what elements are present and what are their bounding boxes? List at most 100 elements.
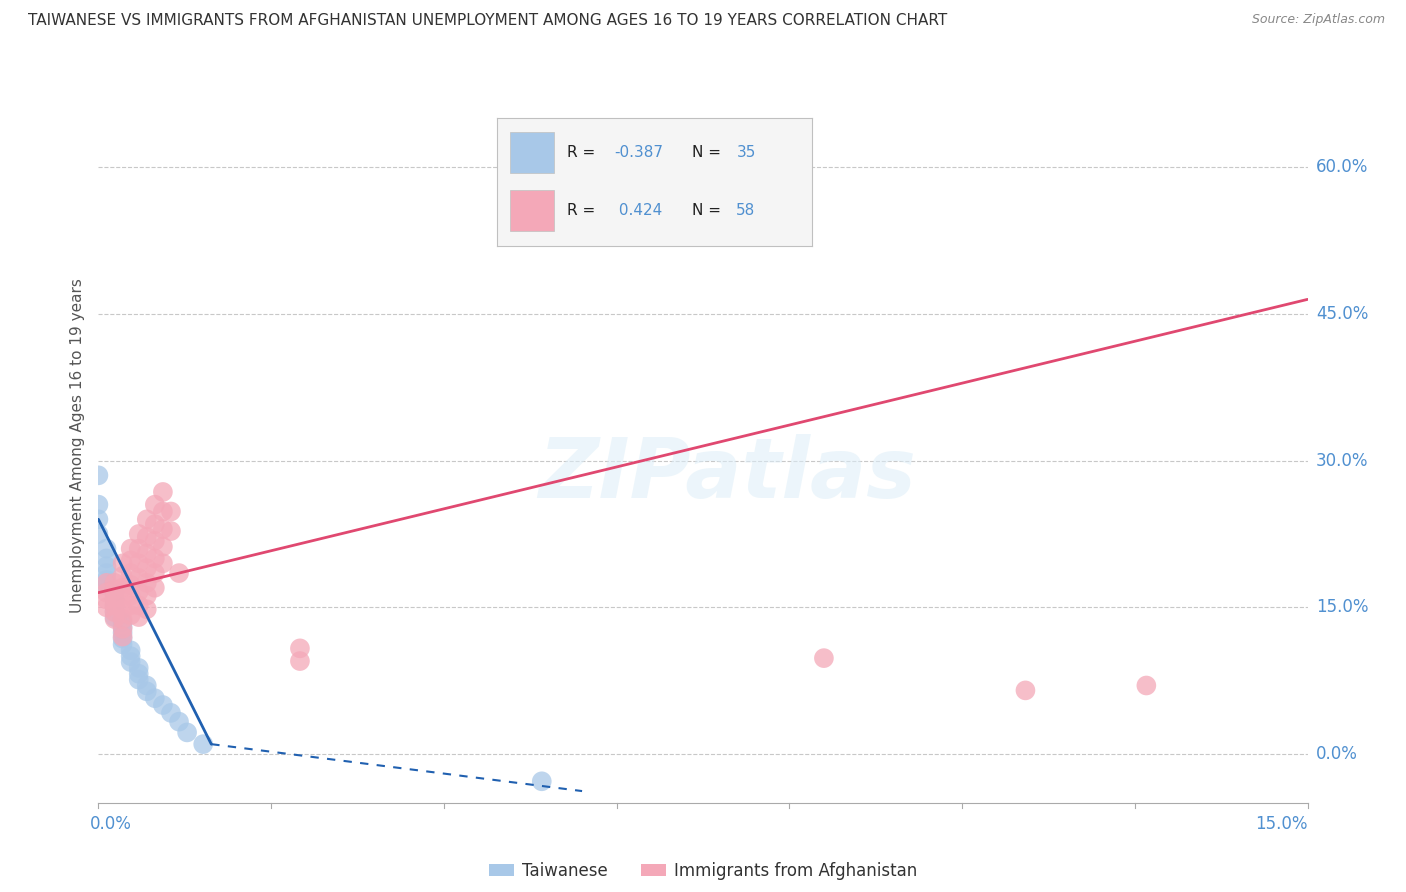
Point — [120, 578, 142, 592]
Point — [103, 605, 125, 619]
Point — [167, 566, 190, 580]
Point — [135, 684, 157, 698]
Point — [111, 630, 134, 644]
Point — [120, 589, 142, 603]
Point — [135, 512, 157, 526]
Point — [103, 592, 125, 607]
Point — [128, 584, 150, 599]
Point — [167, 714, 190, 729]
Text: 45.0%: 45.0% — [1316, 305, 1368, 323]
Point — [103, 575, 125, 590]
Text: 0.424: 0.424 — [614, 202, 662, 218]
Point — [111, 632, 134, 646]
Point — [96, 573, 118, 587]
Point — [120, 643, 142, 657]
Point — [96, 575, 118, 590]
Point — [120, 541, 142, 556]
Text: 35: 35 — [737, 145, 756, 160]
Text: 58: 58 — [737, 202, 755, 218]
Point — [103, 610, 125, 624]
Point — [120, 599, 142, 613]
Point — [103, 604, 125, 618]
Point — [120, 649, 142, 664]
Point — [128, 666, 150, 681]
Point — [111, 591, 134, 605]
Point — [160, 524, 183, 538]
Text: 15.0%: 15.0% — [1316, 599, 1368, 616]
Text: N =: N = — [692, 202, 727, 218]
Point — [152, 698, 174, 712]
Point — [96, 592, 118, 607]
Point — [103, 599, 125, 613]
Point — [111, 602, 134, 616]
Point — [111, 615, 134, 629]
Text: 60.0%: 60.0% — [1316, 159, 1368, 177]
Point — [96, 566, 118, 580]
Point — [160, 706, 183, 720]
Point — [135, 678, 157, 692]
Point — [96, 551, 118, 566]
Point — [152, 522, 174, 536]
Point — [120, 553, 142, 567]
Point — [193, 737, 215, 751]
Point — [120, 608, 142, 623]
FancyBboxPatch shape — [510, 132, 554, 173]
Point — [111, 612, 134, 626]
Point — [103, 599, 125, 613]
Point — [120, 655, 142, 669]
Point — [128, 571, 150, 585]
Point — [103, 591, 125, 605]
Point — [87, 498, 110, 512]
Point — [143, 533, 166, 548]
Point — [103, 612, 125, 626]
Point — [152, 540, 174, 554]
Point — [111, 620, 134, 634]
Point — [1135, 678, 1157, 692]
Point — [111, 637, 134, 651]
Point — [128, 541, 150, 556]
Text: TAIWANESE VS IMMIGRANTS FROM AFGHANISTAN UNEMPLOYMENT AMONG AGES 16 TO 19 YEARS : TAIWANESE VS IMMIGRANTS FROM AFGHANISTAN… — [28, 13, 948, 29]
Point — [152, 504, 174, 518]
Point — [111, 622, 134, 636]
Point — [143, 566, 166, 580]
Point — [128, 661, 150, 675]
Point — [128, 527, 150, 541]
Point — [143, 517, 166, 532]
Point — [111, 569, 134, 583]
Point — [135, 602, 157, 616]
Point — [111, 581, 134, 595]
Point — [103, 585, 125, 599]
Point — [96, 579, 118, 593]
FancyBboxPatch shape — [510, 190, 554, 231]
Y-axis label: Unemployment Among Ages 16 to 19 years: Unemployment Among Ages 16 to 19 years — [69, 278, 84, 614]
Point — [128, 599, 150, 613]
Text: Source: ZipAtlas.com: Source: ZipAtlas.com — [1251, 13, 1385, 27]
Point — [143, 691, 166, 706]
Point — [87, 468, 110, 483]
Text: -0.387: -0.387 — [614, 145, 662, 160]
Point — [135, 561, 157, 575]
Text: 0.0%: 0.0% — [90, 814, 132, 832]
Text: ZIPatlas: ZIPatlas — [538, 434, 917, 515]
Point — [288, 654, 311, 668]
Legend: Taiwanese, Immigrants from Afghanistan: Taiwanese, Immigrants from Afghanistan — [488, 862, 918, 880]
Text: R =: R = — [567, 145, 600, 160]
Point — [530, 774, 553, 789]
Point — [87, 527, 110, 541]
Point — [120, 566, 142, 580]
Point — [813, 651, 835, 665]
Point — [176, 725, 198, 739]
Text: N =: N = — [692, 145, 727, 160]
Point — [160, 504, 183, 518]
Point — [143, 581, 166, 595]
Point — [152, 557, 174, 571]
Point — [143, 551, 166, 566]
Point — [135, 589, 157, 603]
Point — [135, 575, 157, 590]
Text: R =: R = — [567, 202, 600, 218]
Point — [103, 582, 125, 597]
Point — [111, 625, 134, 640]
Point — [128, 557, 150, 571]
Point — [288, 641, 311, 656]
Point — [87, 512, 110, 526]
